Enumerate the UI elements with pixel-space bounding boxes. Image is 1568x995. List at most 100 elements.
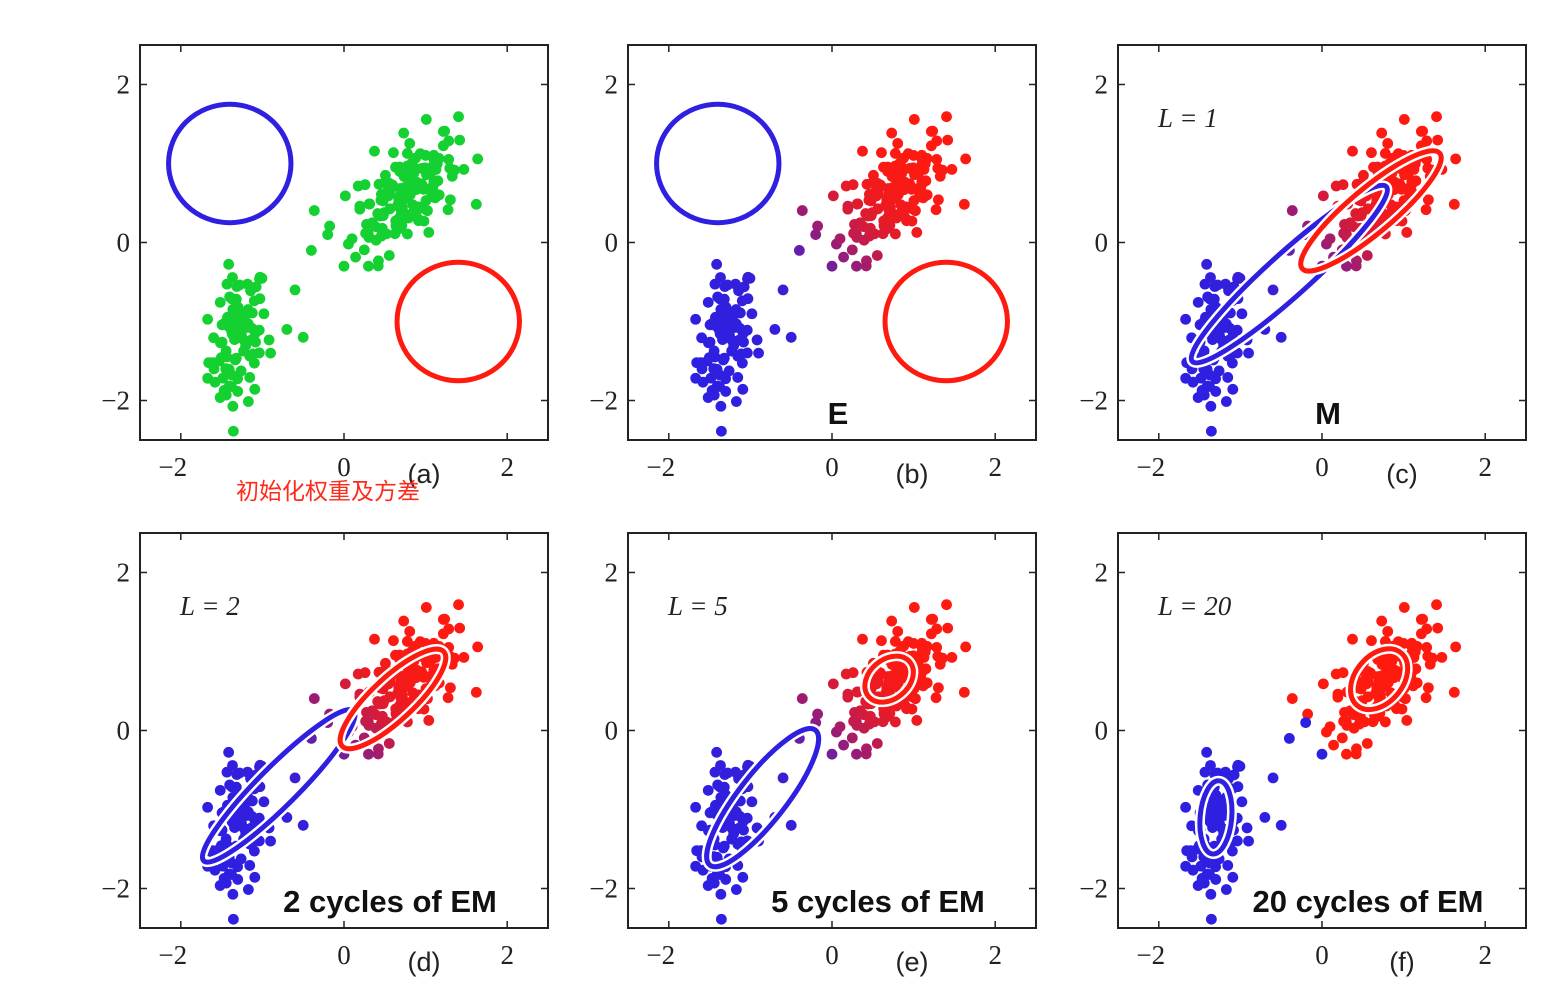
data-point — [889, 636, 901, 647]
data-point — [718, 306, 730, 318]
data-point — [796, 205, 808, 216]
data-point — [207, 357, 219, 369]
data-point — [202, 801, 214, 813]
data-point — [860, 260, 872, 272]
data-point — [374, 698, 386, 710]
data-point — [1350, 748, 1362, 760]
data-point — [902, 148, 914, 160]
data-point — [946, 164, 958, 175]
x-tick-label: −2 — [646, 452, 675, 482]
data-point — [906, 215, 918, 227]
data-point — [719, 769, 731, 780]
data-point — [208, 332, 220, 344]
data-point — [785, 331, 797, 343]
data-point — [851, 748, 862, 760]
data-point — [1324, 233, 1336, 245]
data-point — [1436, 652, 1448, 663]
data-point — [934, 170, 946, 182]
x-tick-label: −2 — [1136, 452, 1165, 482]
data-point — [1302, 708, 1314, 720]
data-point — [339, 190, 351, 202]
data-point — [793, 245, 805, 256]
y-tick-label: 2 — [1095, 70, 1109, 100]
y-tick-label: 0 — [117, 716, 131, 746]
data-point — [931, 623, 943, 635]
data-point — [871, 250, 883, 261]
data-point — [1432, 622, 1444, 634]
data-point — [1208, 805, 1220, 816]
data-point — [1431, 111, 1442, 123]
data-point — [429, 192, 441, 204]
data-point — [812, 220, 824, 232]
panel-f: −2 0 2 2 0 −2 (f) L = 20 20 cycles of EM — [1079, 532, 1527, 977]
data-point — [911, 714, 923, 726]
data-point — [308, 693, 320, 704]
data-point — [1366, 147, 1377, 159]
data-point — [942, 622, 954, 634]
panel-sublabel: (a) — [408, 459, 441, 489]
gaussian-contour — [394, 259, 522, 384]
data-point — [1205, 913, 1217, 925]
data-point — [840, 180, 852, 192]
data-point — [737, 871, 749, 883]
data-point — [227, 400, 239, 412]
data-point — [1422, 682, 1434, 694]
data-point — [715, 913, 727, 925]
data-point — [715, 400, 727, 412]
data-point — [242, 396, 254, 407]
data-point — [1382, 626, 1394, 637]
data-point — [443, 153, 455, 165]
data-point — [916, 664, 928, 676]
data-point — [265, 835, 276, 847]
data-point — [214, 784, 226, 796]
data-point — [908, 602, 920, 613]
data-point — [414, 636, 426, 648]
plot-area — [197, 599, 484, 925]
data-point — [711, 258, 723, 270]
iteration-label: L = 20 — [1157, 591, 1232, 621]
data-point — [209, 376, 221, 388]
data-point — [864, 710, 876, 722]
data-point — [369, 145, 380, 157]
data-point — [218, 318, 230, 329]
data-point — [1209, 281, 1221, 292]
x-tick-label: 2 — [988, 452, 1002, 482]
data-point — [363, 748, 374, 760]
data-point — [1372, 671, 1384, 682]
data-point — [1227, 383, 1239, 395]
gaussian-contour — [862, 653, 916, 705]
data-point — [882, 671, 894, 682]
gaussian-contour — [1298, 148, 1444, 274]
data-point — [1422, 194, 1434, 206]
data-point — [223, 258, 235, 270]
data-point — [1205, 400, 1217, 412]
data-point — [810, 229, 822, 241]
data-point — [444, 194, 456, 206]
data-point — [401, 228, 413, 240]
data-point — [908, 195, 920, 207]
data-point — [737, 383, 749, 395]
data-point — [690, 313, 702, 325]
data-point — [1389, 176, 1401, 188]
data-point — [1376, 615, 1388, 627]
panel-e: −2 0 2 2 0 −2 (e) L = 5 5 cycles of EM — [589, 532, 1037, 977]
data-point — [877, 716, 889, 728]
data-point — [867, 176, 879, 188]
data-point — [712, 779, 724, 791]
data-point — [1204, 812, 1215, 824]
data-point — [404, 626, 416, 637]
data-point — [226, 381, 237, 392]
data-point — [388, 147, 399, 159]
data-point — [221, 766, 233, 778]
data-point — [322, 229, 334, 241]
data-point — [1204, 857, 1216, 869]
data-point — [827, 678, 839, 690]
data-point — [1421, 623, 1433, 635]
plot-area — [1180, 111, 1462, 437]
plot-area — [651, 99, 1013, 437]
data-point — [857, 633, 868, 645]
data-point — [842, 688, 854, 700]
data-point — [446, 170, 458, 182]
y-tick-label: 0 — [605, 716, 619, 746]
data-point — [1259, 812, 1271, 823]
